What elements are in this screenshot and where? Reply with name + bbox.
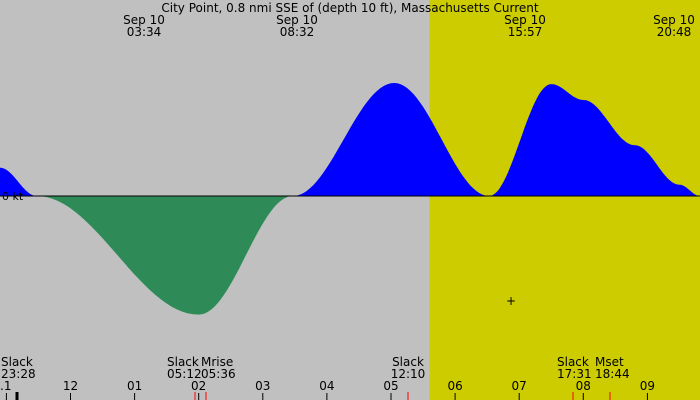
event-label-1: Slack xyxy=(1,355,33,369)
event-label-3: Mrise xyxy=(201,355,233,369)
event-label-6: Mset xyxy=(595,355,624,369)
hour-tick-label: 12 xyxy=(63,379,78,393)
peak-marker: + xyxy=(506,294,516,308)
top-label-time-4: 20:48 xyxy=(657,25,692,39)
top-labels: Sep 10 03:34 Sep 10 08:32 Sep 10 15:57 S… xyxy=(123,13,695,39)
hour-tick-label: .1 xyxy=(0,379,11,393)
event-time-3: 05:36 xyxy=(201,367,236,381)
top-label-date-3: Sep 10 xyxy=(504,13,546,27)
hour-tick-label: 07 xyxy=(512,379,527,393)
event-label-4: Slack xyxy=(392,355,424,369)
top-label-time-3: 15:57 xyxy=(508,25,543,39)
top-label-time-2: 08:32 xyxy=(280,25,315,39)
hour-tick-label: 01 xyxy=(127,379,142,393)
hour-tick-label: 04 xyxy=(319,379,334,393)
daylight-band xyxy=(429,0,700,400)
hour-tick-label: 09 xyxy=(640,379,655,393)
zero-kt-label: 0 kt xyxy=(2,190,24,203)
top-label-time-1: 03:34 xyxy=(127,25,162,39)
flood-current-area xyxy=(0,83,700,196)
ebb-current-area xyxy=(0,196,700,315)
event-time-4: 12:10 xyxy=(391,367,426,381)
chart-title: City Point, 0.8 nmi SSE of (depth 10 ft)… xyxy=(161,1,538,15)
event-label-5: Slack xyxy=(557,355,589,369)
bottom-events: Slack 23:28 Slack 05:12 Mrise 05:36 Slac… xyxy=(1,355,630,381)
hour-tick-label: 05 xyxy=(383,379,398,393)
hour-tick-label: 03 xyxy=(255,379,270,393)
top-label-date-4: Sep 10 xyxy=(653,13,695,27)
event-time-5: 17:31 xyxy=(557,367,592,381)
event-time-6: 18:44 xyxy=(595,367,630,381)
top-label-date-1: Sep 10 xyxy=(123,13,165,27)
event-label-2: Slack xyxy=(167,355,199,369)
hour-tick-label: 08 xyxy=(576,379,591,393)
event-time-2: 05:12 xyxy=(167,367,202,381)
hour-tick-label: 02 xyxy=(191,379,206,393)
time-axis: .112010203040506070809101112010203040506… xyxy=(0,379,655,400)
event-time-1: 23:28 xyxy=(1,367,36,381)
hour-tick-label: 06 xyxy=(447,379,462,393)
top-label-date-2: Sep 10 xyxy=(276,13,318,27)
